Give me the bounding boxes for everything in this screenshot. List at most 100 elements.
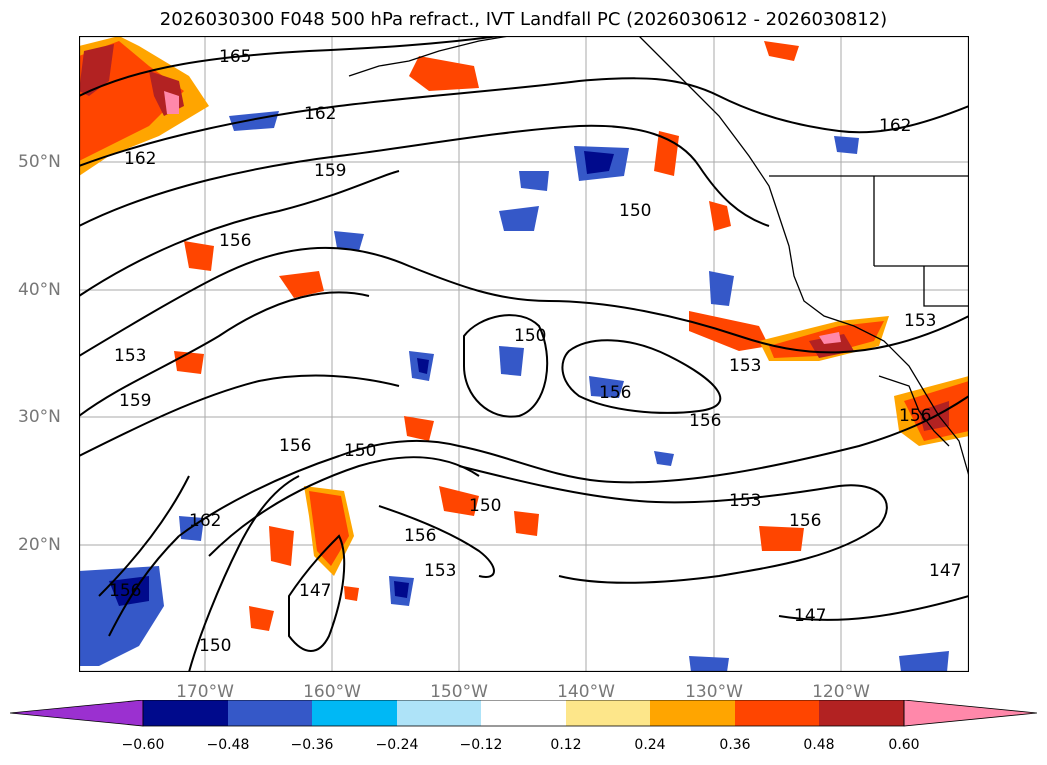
contour-label: 162 — [124, 149, 156, 169]
anomaly-blob — [417, 358, 429, 374]
contour-label: 159 — [119, 391, 151, 411]
lat-label-50n: 50°N — [18, 152, 61, 172]
lon-label-120w: 120°W — [812, 682, 870, 702]
lon-label-150w: 150°W — [430, 682, 488, 702]
contour-labels: 165 162 162 162 159 159 156 156 156 153 … — [109, 47, 961, 656]
isoline-159 — [79, 124, 770, 227]
isoline-156e — [108, 535, 180, 637]
anomaly-blob — [394, 581, 409, 598]
contour-label: 147 — [299, 581, 331, 601]
map-frame — [79, 36, 969, 672]
anomaly-blob — [709, 201, 731, 231]
colorbar-bin — [650, 700, 735, 726]
contour-label: 150 — [619, 201, 651, 221]
anomaly-blob — [514, 511, 539, 536]
lon-label-140w: 140°W — [557, 682, 615, 702]
anomaly-blob — [279, 271, 324, 298]
isoline-147 — [288, 534, 346, 652]
contour-label: 156 — [404, 526, 436, 546]
isoline-153c — [378, 505, 495, 578]
contour-label: 156 — [109, 581, 141, 601]
anomaly-blob — [759, 526, 804, 551]
anomaly-blob — [344, 586, 359, 601]
colorbar-bin — [481, 700, 566, 726]
colorbar-tick: 0.36 — [719, 737, 751, 753]
isoline-156d — [458, 465, 888, 584]
contour-label: 156 — [599, 383, 631, 403]
contour-label: 147 — [929, 561, 961, 581]
isoline-150b — [208, 456, 480, 557]
colorbar-bin — [312, 700, 397, 726]
colorbar-tick: −0.36 — [290, 737, 334, 753]
colorbar-tick: −0.48 — [206, 737, 250, 753]
isoline-156b — [561, 339, 722, 414]
isolines — [79, 36, 969, 672]
figure-title: 2026030300 F048 500 hPa refract., IVT La… — [159, 9, 888, 30]
isoline-153 — [79, 246, 969, 357]
anomaly-blob — [764, 41, 799, 61]
anomaly-blob — [404, 416, 434, 441]
colorbar-tick: 0.60 — [888, 737, 920, 753]
anomaly-blob — [229, 111, 279, 131]
coastlines — [348, 36, 969, 477]
colorbar-bin — [566, 700, 650, 726]
isoline-156c — [79, 374, 400, 457]
anomaly-blob — [819, 332, 841, 344]
contour-label: 153 — [424, 561, 456, 581]
contour-label: 156 — [219, 231, 251, 251]
anomaly-blob — [689, 656, 729, 672]
contour-label: 153 — [729, 491, 761, 511]
anomaly-blob — [499, 206, 539, 231]
anomaly-blob — [334, 231, 364, 251]
contour-label: 162 — [879, 116, 911, 136]
contour-label: 150 — [344, 441, 376, 461]
colorbar-extend-right — [903, 700, 1037, 727]
anomaly-blob — [584, 151, 614, 174]
colorbar-tick: −0.24 — [375, 737, 419, 753]
isoline-150c — [188, 475, 300, 672]
lon-label-130w: 130°W — [685, 682, 743, 702]
anomaly-blob — [309, 491, 349, 566]
isoline-165 — [79, 36, 500, 97]
colorbar-tick: −0.60 — [121, 737, 165, 753]
colorbar-bin — [397, 700, 481, 726]
map-panel[interactable]: 165 162 162 162 159 159 156 156 156 153 … — [79, 36, 969, 672]
contour-label: 153 — [729, 356, 761, 376]
anomaly-blob — [654, 451, 674, 466]
contour-label: 159 — [314, 161, 346, 181]
isoline-156 — [79, 170, 400, 297]
colorbar-bin — [819, 700, 904, 726]
colorbar-bin — [228, 700, 312, 726]
contour-label: 162 — [189, 511, 221, 531]
anomaly-blob — [439, 486, 479, 516]
contour-label: 156 — [279, 436, 311, 456]
anomaly-blob — [269, 526, 294, 566]
contour-label: 150 — [469, 496, 501, 516]
isoline-162b — [98, 475, 190, 597]
anomaly-blob — [654, 131, 679, 176]
contour-label: 162 — [304, 104, 336, 124]
colorbar-extend-left — [10, 700, 144, 727]
isoline-147b — [778, 595, 969, 621]
contour-label: 150 — [514, 326, 546, 346]
anomaly-blob — [899, 651, 949, 672]
anomaly-blob — [184, 241, 214, 271]
isoline-162 — [79, 77, 969, 167]
contour-label: 156 — [899, 406, 931, 426]
colorbar-bin — [143, 700, 228, 726]
anomaly-blob — [164, 91, 179, 114]
contour-label: 156 — [689, 411, 721, 431]
anomaly-blob — [249, 606, 274, 631]
anomaly-blob — [589, 376, 624, 398]
lon-label-160w: 160°W — [303, 682, 361, 702]
contour-label: 153 — [904, 311, 936, 331]
contour-label: 165 — [219, 47, 251, 67]
colorbar-tick: 0.48 — [803, 737, 835, 753]
lat-label-20n: 20°N — [18, 535, 61, 555]
isoline-150 — [463, 314, 549, 418]
anomaly-blob — [709, 271, 734, 306]
lat-label-40n: 40°N — [18, 280, 61, 300]
anomaly-blob — [689, 311, 769, 351]
anomaly-blob — [499, 346, 524, 376]
anomaly-blob — [174, 351, 204, 374]
